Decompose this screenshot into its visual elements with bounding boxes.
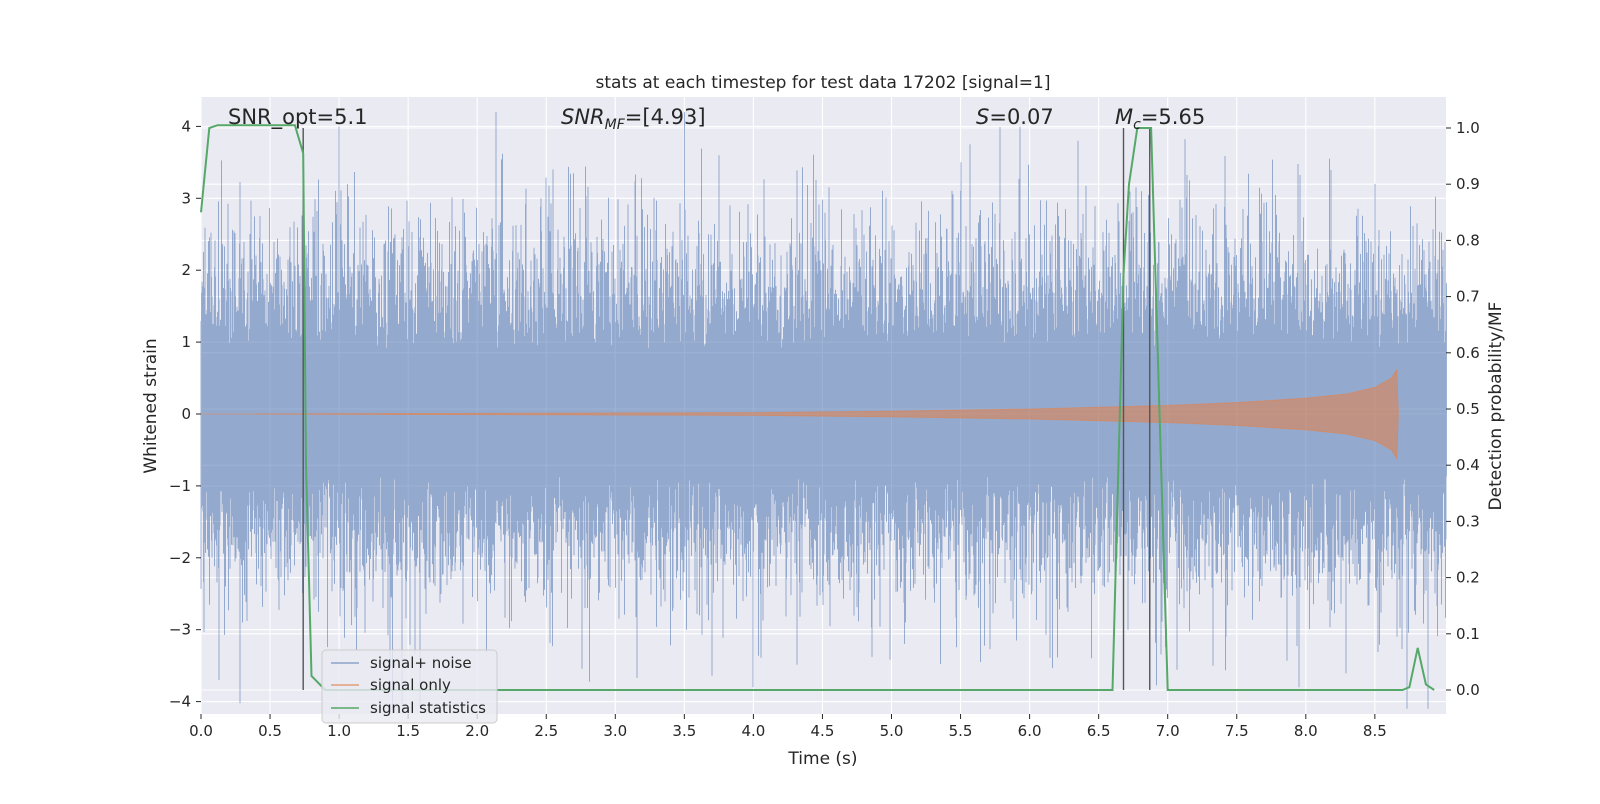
x-tick-label: 8.5 (1363, 722, 1387, 740)
snr-mf-symbol: SNR (561, 105, 605, 129)
legend-label-signal-noise: signal+ noise (370, 654, 472, 672)
legend-label-signal-statistics: signal statistics (370, 699, 486, 717)
x-axis-label: Time (s) (787, 749, 857, 769)
snr-mf-subscript: MF (605, 117, 626, 133)
x-tick-label: 1.5 (396, 722, 420, 740)
s-value: =0.07 (989, 105, 1053, 129)
y-axis-label-right: Detection probability/MF (1486, 302, 1506, 511)
mc-subscript: c (1133, 117, 1141, 133)
x-tick-label: 5.0 (880, 722, 904, 740)
y-axis-label-left: Whitened strain (141, 338, 161, 473)
y2-tick-label: 0.1 (1456, 625, 1480, 643)
y-tick-label: −4 (169, 693, 191, 711)
y-axis-ticks-left: 4 3 2 1 0 −1 −2 −3 −4 (169, 117, 201, 711)
x-tick-label: 6.0 (1018, 722, 1042, 740)
y2-tick-label: 0.3 (1456, 512, 1480, 530)
x-tick-label: 2.0 (465, 722, 489, 740)
x-tick-label: 8.0 (1294, 722, 1318, 740)
x-tick-label: 0.0 (189, 722, 213, 740)
x-tick-label: 7.0 (1156, 722, 1180, 740)
y-tick-label: 0 (181, 405, 191, 423)
y2-tick-label: 0.6 (1456, 344, 1480, 362)
y2-tick-label: 0.7 (1456, 288, 1480, 306)
x-tick-label: 4.0 (741, 722, 765, 740)
x-tick-label: 4.5 (811, 722, 835, 740)
x-tick-label: 5.5 (949, 722, 973, 740)
x-tick-label: 6.5 (1087, 722, 1111, 740)
y-tick-label: 2 (181, 261, 191, 279)
y2-tick-label: 0.9 (1456, 175, 1480, 193)
mc-value: =5.65 (1141, 105, 1205, 129)
y-tick-label: −2 (169, 549, 191, 567)
annotation-snr-mf: SNRMF=[4.93] (561, 105, 706, 133)
x-tick-label: 2.5 (534, 722, 558, 740)
y2-tick-label: 0.5 (1456, 400, 1480, 418)
y-tick-label: 3 (181, 189, 191, 207)
y2-tick-label: 0.2 (1456, 569, 1480, 587)
x-tick-label: 3.5 (672, 722, 696, 740)
annotation-s: S=0.07 (976, 105, 1054, 129)
chart-title: stats at each timestep for test data 172… (596, 73, 1051, 93)
signal-only-trace (200, 368, 1399, 460)
annotation-snr-opt: SNR_opt=5.1 (228, 105, 368, 130)
signal-statistics-trace (200, 124, 1435, 691)
y-tick-label: −3 (169, 621, 191, 639)
y2-tick-label: 0.0 (1456, 681, 1480, 699)
y-tick-label: −1 (169, 477, 191, 495)
legend: signal+ noise signal only signal statist… (321, 649, 498, 724)
signal-statistics-series (200, 124, 1435, 691)
y2-tick-label: 0.4 (1456, 456, 1480, 474)
annotation-mc: Mc=5.65 (1115, 105, 1205, 133)
y2-tick-label: 1.0 (1456, 119, 1480, 137)
legend-label-signal-only: signal only (370, 676, 451, 694)
legend-box (321, 649, 498, 724)
x-tick-label: 0.5 (258, 722, 282, 740)
snr-mf-value: =[4.93] (625, 105, 706, 129)
x-tick-label: 1.0 (327, 722, 351, 740)
x-tick-label: 3.0 (603, 722, 627, 740)
x-axis-ticks: 0.0 0.5 1.0 1.5 2.0 2.5 3.0 3.5 4.0 4.5 5.0 5.5 6.0 6… (189, 714, 1387, 740)
y2-tick-label: 0.8 (1456, 231, 1480, 249)
s-symbol: S (976, 105, 989, 129)
mc-symbol: M (1115, 105, 1133, 129)
y-tick-label: 1 (181, 333, 191, 351)
y-tick-label: 4 (181, 117, 191, 135)
y-axis-ticks-right: 1.0 0.9 0.8 0.7 0.6 0.5 0.4 0.3 0.2 0.1 0.0 (1446, 119, 1480, 699)
x-tick-label: 7.5 (1225, 722, 1249, 740)
signal-only-series (200, 368, 1399, 460)
